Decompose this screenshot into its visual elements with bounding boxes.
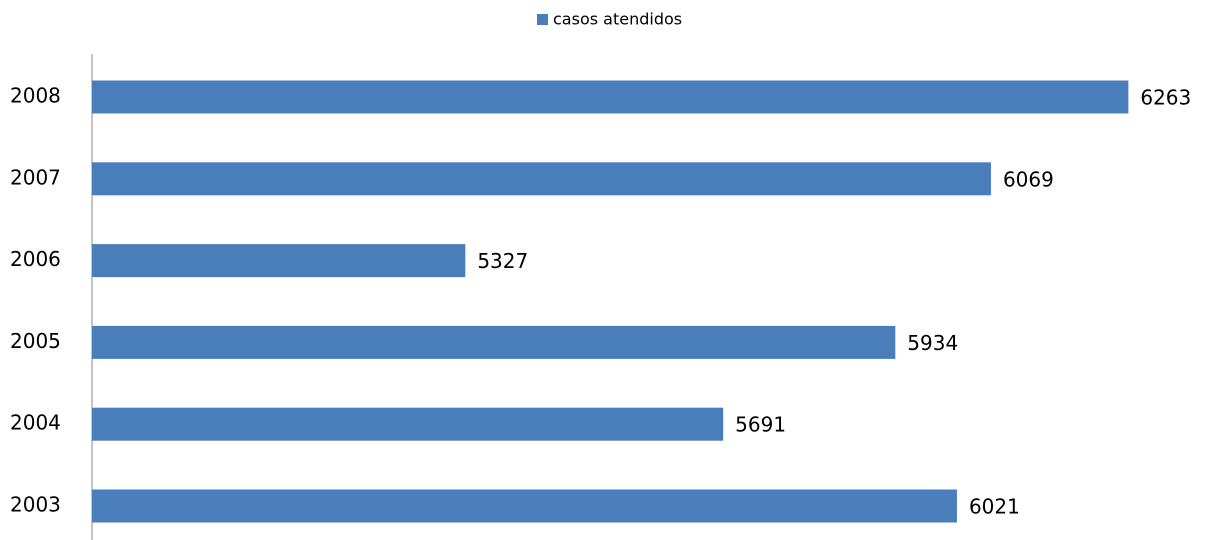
bar: [92, 244, 466, 278]
y-tick-label: 2004: [10, 411, 61, 435]
y-tick-label: 2008: [10, 84, 61, 108]
data-label: 5327: [477, 249, 528, 273]
bar: [92, 407, 724, 441]
bar: [92, 489, 957, 523]
data-label: 6021: [969, 495, 1020, 519]
y-tick-label: 2006: [10, 247, 61, 271]
legend-label: casos atendidos: [553, 10, 682, 29]
bar: [92, 162, 991, 196]
bar: [92, 325, 896, 359]
y-tick-label: 2003: [10, 493, 61, 517]
y-tick-label: 2007: [10, 165, 61, 189]
data-label: 5691: [735, 413, 786, 437]
data-label: 5934: [907, 331, 958, 355]
data-label: 6069: [1003, 167, 1054, 191]
bar: [92, 80, 1129, 114]
data-label: 6263: [1140, 86, 1191, 110]
y-tick-label: 2005: [10, 329, 61, 353]
legend-swatch: [537, 14, 548, 25]
